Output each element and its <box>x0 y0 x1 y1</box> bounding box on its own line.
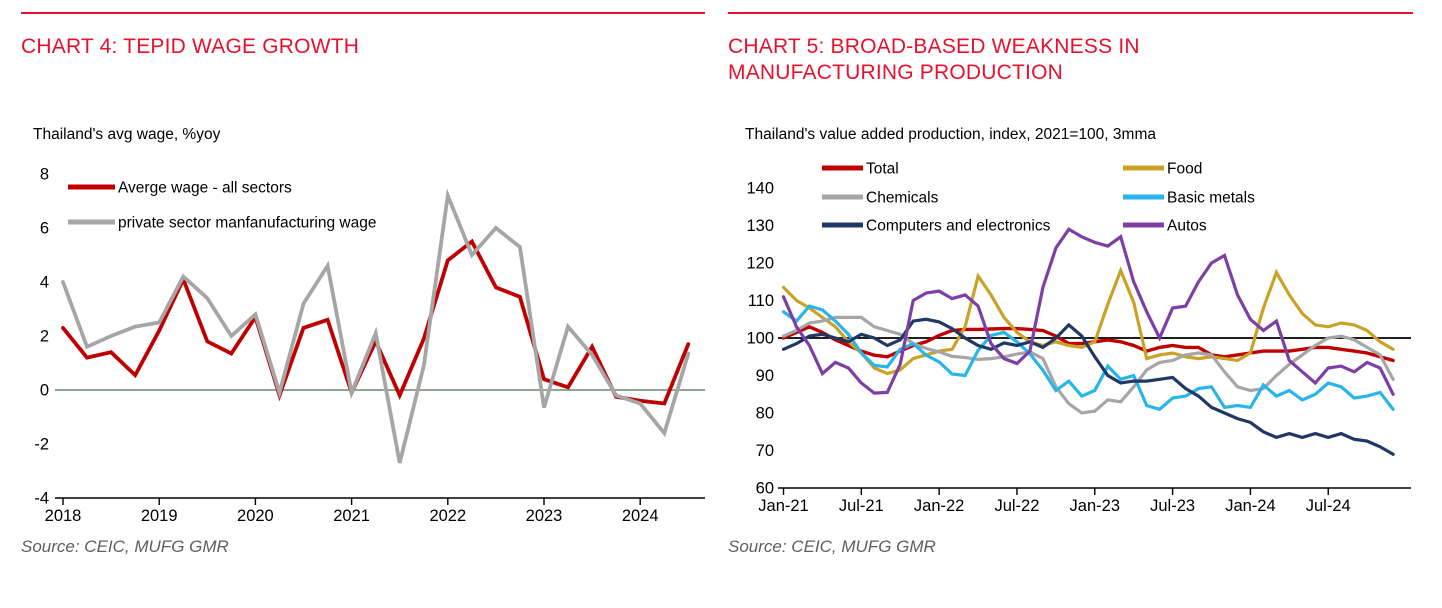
chart5-top-rule <box>728 12 1413 14</box>
y-tick-label: 90 <box>756 367 774 385</box>
legend-label-computers-and-electronics: Computers and electronics <box>866 218 1051 235</box>
y-tick-label: 8 <box>40 166 49 184</box>
y-tick-label: 60 <box>756 480 774 498</box>
y-tick-label: 140 <box>746 180 774 198</box>
chart5-source: Source: CEIC, MUFG GMR <box>728 537 936 556</box>
x-tick-label: 2024 <box>622 507 659 525</box>
x-tick-label: Jul-22 <box>994 497 1039 515</box>
chart4-plot: 2018 2019 2020 2021 2022 2023 2024 8 6 4 2 0 -2 -4 Ave… <box>34 166 705 525</box>
x-tick-label: 2019 <box>141 507 178 525</box>
chart5-subtitle: Thailand's value added production, index… <box>745 126 1156 143</box>
legend-label-autos: Autos <box>1167 218 1207 235</box>
series-line-autos <box>781 227 1395 396</box>
y-tick-label: 70 <box>756 442 774 460</box>
y-tick-label: 100 <box>746 330 774 348</box>
y-tick-label: 6 <box>40 220 49 238</box>
x-tick-label: 2023 <box>526 507 563 525</box>
series-line-basic-metals <box>781 304 1395 412</box>
chart5-title: CHART 5: BROAD-BASED WEAKNESS IN MANUFAC… <box>728 35 1140 84</box>
series-line-computers-and-electronics <box>781 317 1395 456</box>
x-tick-label: 2020 <box>237 507 274 525</box>
x-tick-label: Jul-23 <box>1150 497 1195 515</box>
y-tick-label: -4 <box>34 490 49 508</box>
x-tick-label: Jan-21 <box>758 497 808 515</box>
chart4-title: CHART 4: TEPID WAGE GROWTH <box>21 35 360 58</box>
legend-label-total: Total <box>866 161 899 178</box>
legend-label-basic-metals: Basic metals <box>1167 190 1255 207</box>
y-tick-label: 0 <box>40 382 49 400</box>
series-line-total <box>781 324 1395 363</box>
x-tick-label: Jan-23 <box>1070 497 1120 515</box>
legend-label-chemicals: Chemicals <box>866 190 939 207</box>
y-tick-label: 120 <box>746 255 774 273</box>
chart4-subtitle: Thailand's avg wage, %yoy <box>33 126 221 143</box>
x-tick-label: Jul-21 <box>839 497 884 515</box>
y-tick-label: 130 <box>746 217 774 235</box>
x-tick-label: 2018 <box>45 507 82 525</box>
y-tick-label: -2 <box>34 436 49 454</box>
chart4-top-rule <box>21 12 705 14</box>
x-tick-label: 2021 <box>333 507 370 525</box>
legend-label-private-sector-manfanufacturing-wage: private sector manfanufacturing wage <box>118 215 376 232</box>
series-line-private-sector-manfanufacturing-wage <box>61 188 691 464</box>
y-tick-label: 80 <box>756 405 774 423</box>
series-line-food <box>781 266 1395 376</box>
x-tick-label: 2022 <box>429 507 466 525</box>
legend-label-food: Food <box>1167 161 1202 178</box>
legend-label-averge-wage-all-sectors: Averge wage - all sectors <box>118 180 292 197</box>
x-tick-label: Jan-24 <box>1225 497 1275 515</box>
y-tick-label: 4 <box>40 274 49 292</box>
x-tick-label: Jan-22 <box>914 497 964 515</box>
y-tick-label: 110 <box>748 292 774 310</box>
y-tick-label: 2 <box>40 328 49 346</box>
x-tick-label: Jul-24 <box>1306 497 1351 515</box>
chart5-plot: Jan-21 Jul-21 Jan-22 Jul-22 Jan-23 Jul-23 Jan-… <box>746 161 1411 515</box>
chart4-source: Source: CEIC, MUFG GMR <box>21 537 229 556</box>
